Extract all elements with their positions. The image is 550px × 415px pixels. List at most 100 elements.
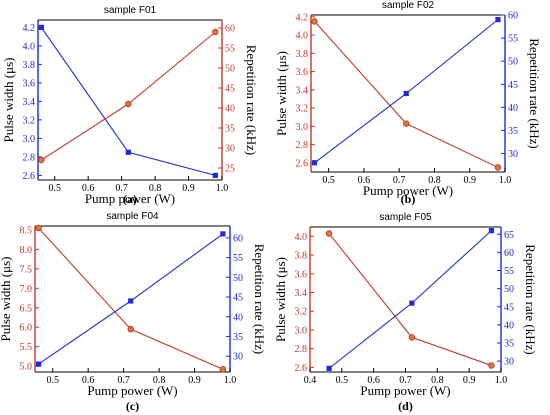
panel-label: (c) (126, 399, 139, 413)
left-y-tick-label: 3.6 (296, 67, 309, 78)
chart-panel-d: 0.4 0.5 0.6 0.7 0.8 0.9 1.0 2.6 2.8 3.0 3.2 3.4 3.6 3… (273, 207, 550, 414)
data-point-circle (494, 164, 502, 171)
data-point-circle (311, 18, 318, 25)
x-tick-label: 0.5 (322, 175, 335, 186)
right-y-tick-label: 60 (225, 24, 235, 35)
panel-title: sample F02 (382, 0, 435, 11)
data-point-circle (402, 120, 410, 127)
chart-svg-c: 0.5 0.6 0.7 0.8 0.9 1.0 5.0 5.5 6.0 6.5 7.0 7.5 8.0 8… (0, 211, 267, 413)
x-tick-label: 0.7 (399, 375, 412, 386)
x-tick-label: 0.7 (393, 175, 406, 186)
x-tick-label: 1.0 (216, 183, 229, 194)
left-y-tick-label: 3.0 (296, 122, 309, 133)
left-y-tick-label: 3.8 (295, 251, 308, 262)
right-y-axis-label: Repetition rate (kHz) (527, 38, 542, 148)
left-y-tick-label: 5.5 (20, 342, 33, 353)
right-y-tick-label: 50 (504, 284, 514, 295)
right-y-tick-label: 65 (504, 230, 514, 241)
chart-panel-a: 0.5 0.6 0.7 0.8 0.9 1.0 2.6 2.8 3.0 3.2 3.4 3.6 3.8 4… (0, 0, 275, 207)
right-y-tick-label: 45 (504, 302, 514, 313)
data-point-square (409, 300, 415, 306)
x-tick-label: 0.8 (153, 375, 166, 386)
left-y-tick-label: 6.0 (20, 323, 33, 334)
right-y-tick-label: 30 (504, 357, 514, 368)
right-y-tick-label: 30 (225, 144, 235, 155)
x-tick-label: 0.4 (304, 375, 317, 386)
right-y-tick-label: 45 (225, 84, 235, 95)
data-point-circle (38, 156, 45, 164)
x-tick-label: 1.0 (224, 375, 237, 386)
right-y-tick-label: 55 (233, 253, 243, 264)
x-tick-label: 0.6 (82, 183, 95, 194)
left-y-tick-label: 3.4 (295, 288, 308, 299)
panel-title: sample F05 (379, 212, 432, 223)
left-y-tick-label: 3.8 (23, 60, 36, 71)
left-y-tick-label: 4.0 (295, 232, 308, 243)
data-point-square (488, 228, 495, 234)
x-tick-label: 0.8 (428, 175, 441, 186)
chart-svg-d: 0.4 0.5 0.6 0.7 0.8 0.9 1.0 2.6 2.8 3.0 3.2 3.4 3.6 3… (273, 212, 538, 413)
left-y-tick-label: 6.5 (20, 303, 33, 314)
x-axis-label: Pump power (W) (360, 383, 450, 398)
right-y-tick-label: 50 (225, 64, 235, 75)
left-y-tick-label: 5.0 (20, 362, 33, 373)
data-point-square (212, 172, 218, 178)
x-tick-label: 0.8 (431, 375, 444, 386)
panel-title: sample F04 (106, 211, 159, 222)
x-tick-label: 1.0 (495, 375, 508, 386)
left-y-tick-label: 8.5 (20, 225, 33, 236)
left-y-axis-label: Pulse width (μs) (274, 51, 289, 136)
x-tick-label: 0.9 (182, 183, 195, 194)
data-point-circle (35, 224, 42, 232)
data-point-circle (219, 366, 227, 373)
data-point-circle (125, 100, 132, 108)
data-point-circle (212, 28, 219, 36)
left-y-tick-label: 4.0 (23, 41, 36, 52)
panel-label: (d) (398, 399, 413, 413)
left-y-tick-label: 2.8 (295, 344, 308, 355)
left-y-tick-label: 7.0 (20, 284, 33, 295)
x-axis-label: Pump power (W) (363, 183, 453, 198)
left-y-tick-label: 3.4 (23, 97, 36, 108)
panel-title: sample F01 (104, 5, 157, 16)
right-y-tick-label: 30 (233, 352, 243, 363)
right-y-tick-label: 25 (225, 164, 235, 175)
left-y-tick-label: 3.0 (23, 134, 36, 145)
left-y-tick-label: 2.8 (296, 140, 309, 151)
right-y-tick-label: 45 (508, 80, 518, 91)
right-y-tick-label: 50 (508, 57, 518, 68)
right-y-tick-label: 55 (225, 44, 235, 55)
data-point-square (495, 17, 501, 23)
left-y-axis-label: Pulse width (μs) (273, 257, 288, 342)
series-line-right (41, 31, 216, 161)
right-y-tick-label: 50 (233, 273, 243, 284)
series-line-right (328, 230, 492, 369)
data-point-square (38, 24, 44, 30)
left-y-tick-label: 4.0 (296, 31, 309, 42)
data-point-square (128, 298, 134, 304)
x-tick-label: 0.7 (117, 375, 130, 386)
left-y-tick-label: 3.6 (23, 78, 36, 89)
left-y-tick-label: 2.6 (295, 363, 308, 374)
left-y-tick-label: 3.2 (295, 307, 308, 318)
chart-panel-b: 0.5 0.6 0.7 0.8 0.9 1.0 2.6 2.8 3.0 3.2 3.4 3.6 3.8 4… (274, 0, 550, 207)
x-tick-label: 0.5 (48, 183, 61, 194)
right-y-tick-label: 35 (225, 124, 235, 135)
left-y-tick-label: 8.0 (20, 245, 33, 256)
x-axis-label: Pump power (W) (85, 191, 175, 206)
left-y-tick-label: 4.2 (23, 23, 36, 34)
data-point-circle (325, 230, 333, 237)
left-y-tick-label: 4.2 (296, 12, 309, 23)
left-y-tick-label: 3.2 (296, 104, 309, 115)
x-axis-label: Pump power (W) (87, 383, 177, 398)
left-y-tick-label: 2.6 (23, 171, 36, 182)
right-y-tick-label: 45 (233, 293, 243, 304)
left-y-tick-label: 3.8 (296, 49, 309, 60)
x-tick-label: 0.7 (115, 183, 128, 194)
data-point-square (220, 231, 226, 237)
left-y-tick-label: 3.4 (296, 85, 309, 96)
left-y-tick-label: 2.6 (296, 158, 309, 169)
data-point-circle (488, 362, 495, 369)
right-y-axis-label: Repetition rate (kHz) (252, 244, 267, 354)
